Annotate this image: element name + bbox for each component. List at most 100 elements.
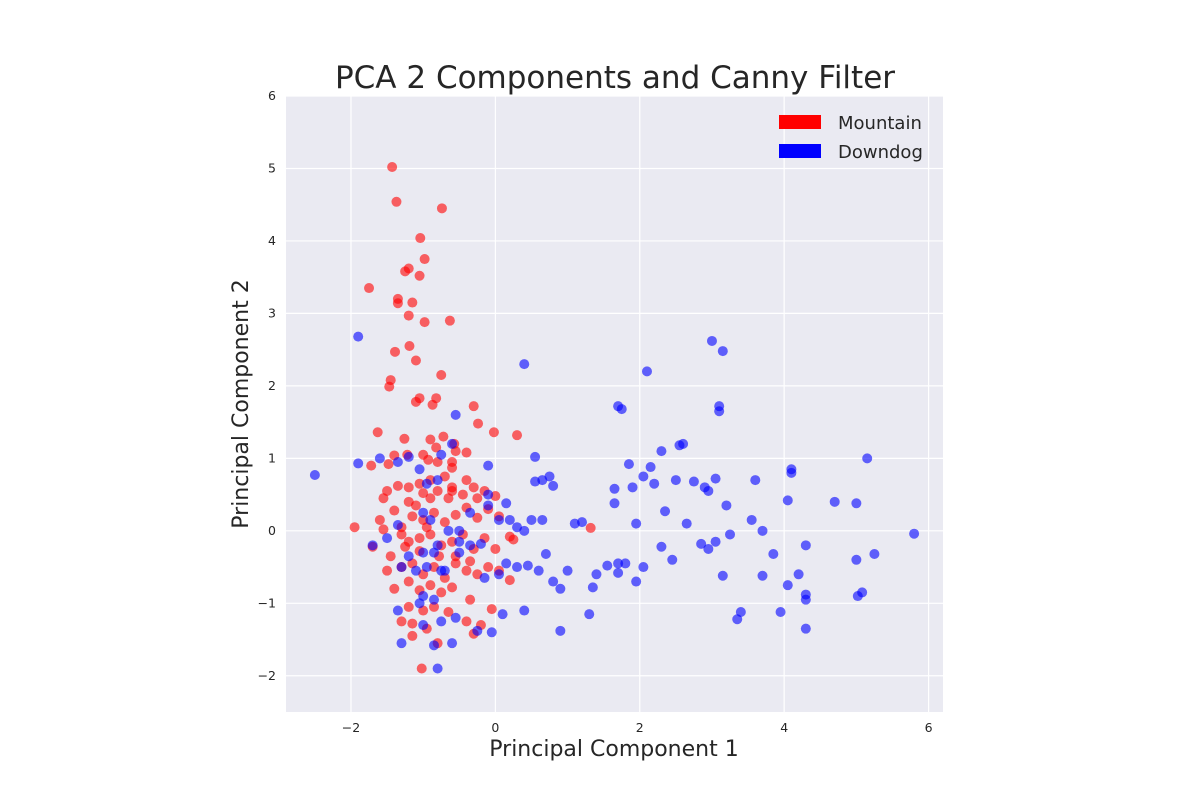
data-point-downdog (577, 517, 588, 528)
data-point-mountain (390, 346, 401, 357)
data-point-downdog (681, 518, 692, 529)
data-point-downdog (851, 498, 862, 509)
data-point-downdog (591, 569, 602, 580)
legend-swatch-mountain (779, 115, 821, 129)
data-point-downdog (555, 583, 566, 594)
y-tick-label: 6 (268, 88, 276, 103)
data-point-mountain (461, 475, 472, 486)
data-point-downdog (450, 612, 461, 623)
data-point-downdog (414, 598, 425, 609)
data-point-downdog (862, 453, 873, 464)
x-tick-label: 6 (925, 720, 933, 735)
data-point-downdog (465, 540, 476, 551)
data-point-downdog (519, 605, 530, 616)
x-tick-label: 2 (636, 720, 644, 735)
data-point-mountain (389, 505, 400, 516)
data-point-downdog (382, 533, 393, 544)
data-point-mountain (432, 485, 443, 496)
data-point-downdog (432, 663, 443, 674)
data-point-downdog (533, 565, 544, 576)
data-point-mountain (407, 618, 418, 629)
data-point-mountain (418, 488, 429, 499)
data-point-mountain (461, 447, 472, 458)
data-point-downdog (410, 565, 421, 576)
data-point-downdog (374, 453, 385, 464)
data-point-downdog (638, 471, 649, 482)
data-point-mountain (436, 587, 447, 598)
data-point-downdog (623, 459, 634, 470)
data-point-mountain (407, 630, 418, 641)
data-point-downdog (688, 476, 699, 487)
data-point-downdog (403, 551, 414, 562)
data-point-mountain (384, 381, 395, 392)
data-point-mountain (378, 524, 389, 535)
data-point-downdog (353, 458, 364, 469)
data-point-downdog (782, 580, 793, 591)
data-point-downdog (678, 438, 689, 449)
y-tick-label: 1 (268, 450, 276, 465)
data-point-downdog (703, 485, 714, 496)
data-point-mountain (436, 203, 447, 214)
data-point-downdog (710, 473, 721, 484)
data-point-mountain (419, 254, 430, 265)
data-point-mountain (414, 270, 425, 281)
data-point-downdog (429, 640, 440, 651)
data-point-mountain (403, 601, 414, 612)
data-point-mountain (378, 493, 389, 504)
data-point-downdog (696, 538, 707, 549)
data-point-mountain (472, 512, 483, 523)
data-point-downdog (548, 576, 559, 587)
data-point-downdog (631, 576, 642, 587)
data-point-downdog (641, 366, 652, 377)
data-point-downdog (432, 475, 443, 486)
data-point-downdog (613, 567, 624, 578)
data-point-mountain (415, 233, 426, 244)
data-point-downdog (392, 456, 403, 467)
data-point-mountain (473, 418, 484, 429)
data-point-downdog (631, 518, 642, 529)
data-point-downdog (667, 554, 678, 565)
data-point-downdog (421, 562, 432, 573)
x-axis-label: Principal Component 1 (489, 737, 738, 762)
data-point-downdog (609, 498, 620, 509)
data-point-downdog (429, 547, 440, 558)
data-point-downdog (587, 582, 598, 593)
data-point-downdog (717, 346, 728, 357)
data-point-downdog (670, 475, 681, 486)
data-point-downdog (757, 570, 768, 581)
data-point-downdog (396, 638, 407, 649)
data-point-mountain (414, 533, 425, 544)
data-point-downdog (519, 359, 530, 370)
data-point-downdog (425, 514, 436, 525)
data-point-downdog (800, 594, 811, 605)
data-point-downdog (475, 538, 486, 549)
data-point-mountain (400, 541, 411, 552)
data-point-mountain (468, 401, 479, 412)
data-point-mountain (403, 310, 414, 321)
data-point-downdog (486, 627, 497, 638)
data-point-mountain (425, 434, 436, 445)
data-point-downdog (436, 616, 447, 627)
data-point-downdog (656, 446, 667, 457)
data-point-downdog (526, 514, 537, 525)
data-point-downdog (710, 536, 721, 547)
data-point-mountain (400, 266, 411, 277)
data-point-downdog (447, 638, 458, 649)
data-point-mountain (385, 551, 396, 562)
data-point-downdog (497, 609, 508, 620)
data-point-downdog (418, 620, 429, 631)
data-point-downdog (638, 562, 649, 573)
data-point-downdog (392, 520, 403, 531)
data-point-downdog (367, 540, 378, 551)
data-point-mountain (447, 582, 458, 593)
data-point-mountain (468, 482, 479, 493)
data-point-mountain (450, 509, 461, 520)
data-point-mountain (425, 493, 436, 504)
data-point-downdog (649, 478, 660, 489)
data-point-mountain (392, 298, 403, 309)
data-point-downdog (800, 540, 811, 551)
y-tick-label: −1 (258, 595, 276, 610)
data-point-downdog (403, 451, 414, 462)
data-point-downdog (714, 401, 725, 412)
